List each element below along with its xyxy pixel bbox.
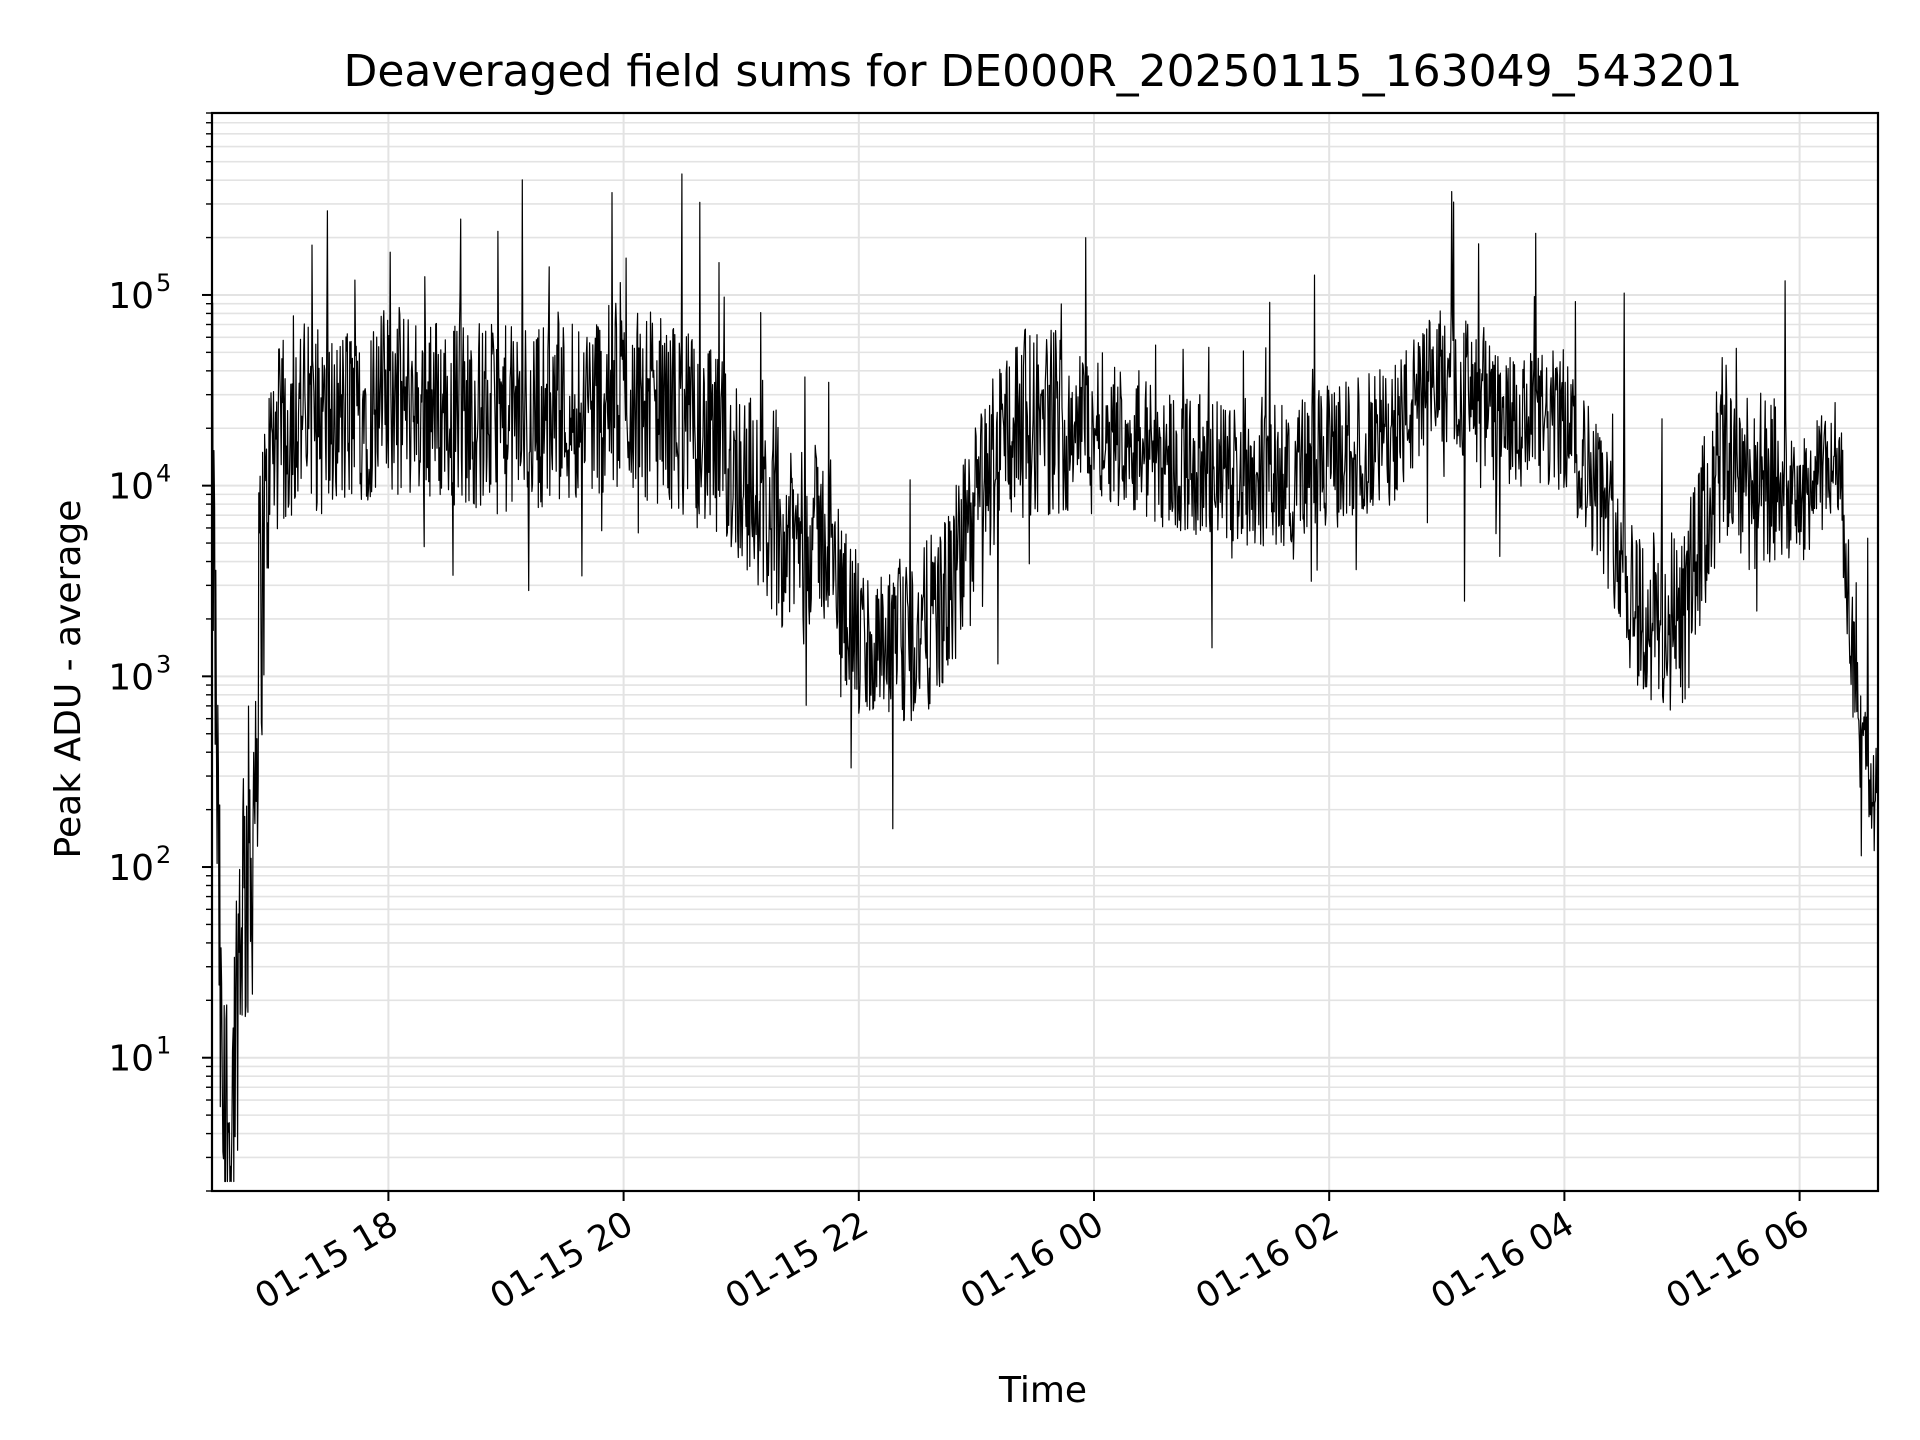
y-tick-label: 10 xyxy=(108,848,154,889)
plot-frame xyxy=(210,111,1880,1193)
y-tick-label-exponent: 2 xyxy=(156,841,171,869)
y-tick-label: 10 xyxy=(108,276,154,317)
y-tick-label: 10 xyxy=(108,1039,154,1080)
y-tick-label: 10 xyxy=(108,657,154,698)
y-axis-label: Peak ADU - average xyxy=(48,500,89,859)
series-line-peak-adu xyxy=(211,173,1879,1183)
y-tick-label-exponent: 3 xyxy=(156,650,171,678)
grid xyxy=(212,112,1878,1192)
y-tick-label-exponent: 1 xyxy=(156,1032,171,1060)
x-axis-label: Time xyxy=(998,1370,1087,1411)
y-tick-label: 10 xyxy=(108,467,154,508)
y-tick-label-exponent: 5 xyxy=(156,269,171,297)
chart-title: Deaveraged field sums for DE000R_2025011… xyxy=(343,46,1742,97)
y-tick-label-exponent: 4 xyxy=(156,460,171,488)
